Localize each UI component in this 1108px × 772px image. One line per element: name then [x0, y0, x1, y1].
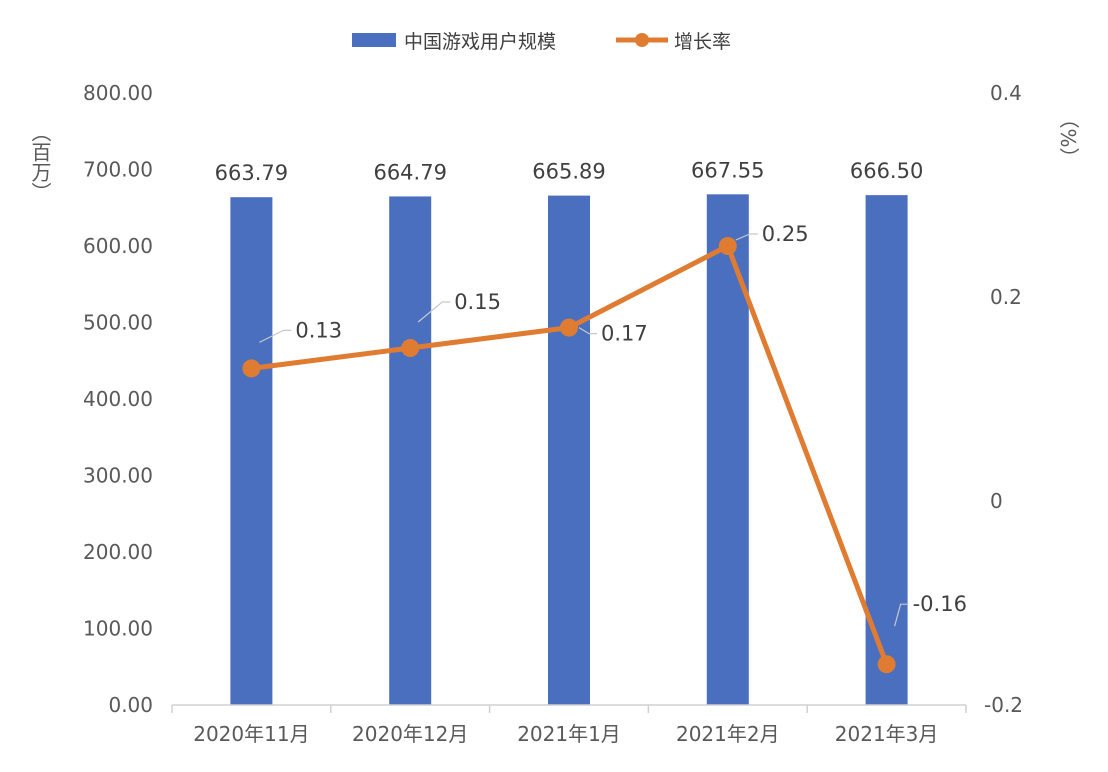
line-data-label: 0.15	[454, 290, 501, 314]
bar-data-label: 666.50	[850, 159, 923, 183]
right-axis-ticks: -0.2 0 0.2 0.4	[984, 81, 1023, 717]
line-marker	[877, 655, 896, 674]
right-axis-title-text: （%）	[1056, 108, 1080, 167]
leader-line	[578, 327, 597, 335]
category-label: 2020年12月	[352, 722, 468, 746]
bar-data-label: 665.89	[532, 160, 605, 184]
left-tick-label: 100.00	[83, 617, 153, 641]
legend-bar-swatch	[352, 33, 396, 47]
line-data-label: -0.16	[913, 592, 967, 616]
line-series: 0.13 0.15 0.17 0.25 -0.16	[242, 222, 967, 674]
bar-data-label: 663.79	[215, 161, 288, 185]
left-tick-label: 600.00	[83, 234, 153, 258]
left-axis-ticks: 0.00 100.00 200.00 300.00 400.00 500.00 600.00…	[83, 81, 153, 717]
left-tick-label: 200.00	[83, 540, 153, 564]
category-label: 2020年11月	[193, 722, 309, 746]
bar	[230, 197, 273, 705]
category-label: 2021年1月	[517, 722, 621, 746]
category-label: 2021年2月	[676, 722, 780, 746]
bar-data-label: 667.55	[691, 158, 764, 182]
category-label: 2021年3月	[835, 722, 939, 746]
right-tick-label: 0.2	[990, 285, 1022, 309]
left-tick-label: 300.00	[83, 464, 153, 488]
leader-line	[259, 329, 292, 343]
line-marker	[401, 339, 420, 357]
legend-line-marker	[635, 33, 649, 47]
line-marker	[560, 318, 578, 337]
right-tick-label: 0	[990, 489, 1003, 513]
legend-line-label: 增长率	[674, 31, 731, 53]
line-marker	[242, 359, 261, 378]
line-data-label: 0.25	[762, 222, 809, 246]
left-tick-label: 800.00	[83, 81, 153, 105]
left-tick-label: 500.00	[83, 311, 153, 335]
category-axis: 2020年11月 2020年12月 2021年1月 2021年2月 2021年3月	[171, 704, 967, 746]
leader-line	[735, 233, 758, 241]
leader-line	[417, 301, 451, 323]
bar	[865, 195, 908, 705]
bar	[706, 194, 749, 705]
left-tick-label: 400.00	[83, 387, 153, 411]
legend-bar-label: 中国游戏用户规模	[404, 31, 556, 53]
line-data-label: 0.13	[295, 318, 342, 342]
bar	[389, 196, 432, 705]
line-data-label: 0.17	[601, 322, 648, 346]
bar-data-labels: 663.79 664.79 665.89 667.55 666.50	[215, 158, 924, 185]
right-axis-title: （%）	[1056, 108, 1080, 167]
bar-data-label: 664.79	[373, 160, 446, 184]
leader-line	[894, 603, 909, 627]
left-tick-label: 0.00	[108, 693, 153, 717]
line-marker	[718, 237, 737, 255]
left-tick-label: 700.00	[83, 158, 153, 182]
legend: 中国游戏用户规模 增长率	[352, 31, 731, 53]
left-axis-title: （百万）	[28, 122, 52, 202]
left-axis-title-text: （百万）	[28, 122, 52, 202]
bar	[548, 195, 590, 705]
right-tick-label: 0.4	[990, 81, 1022, 105]
right-tick-label: -0.2	[984, 693, 1023, 717]
bar-series	[230, 194, 908, 705]
